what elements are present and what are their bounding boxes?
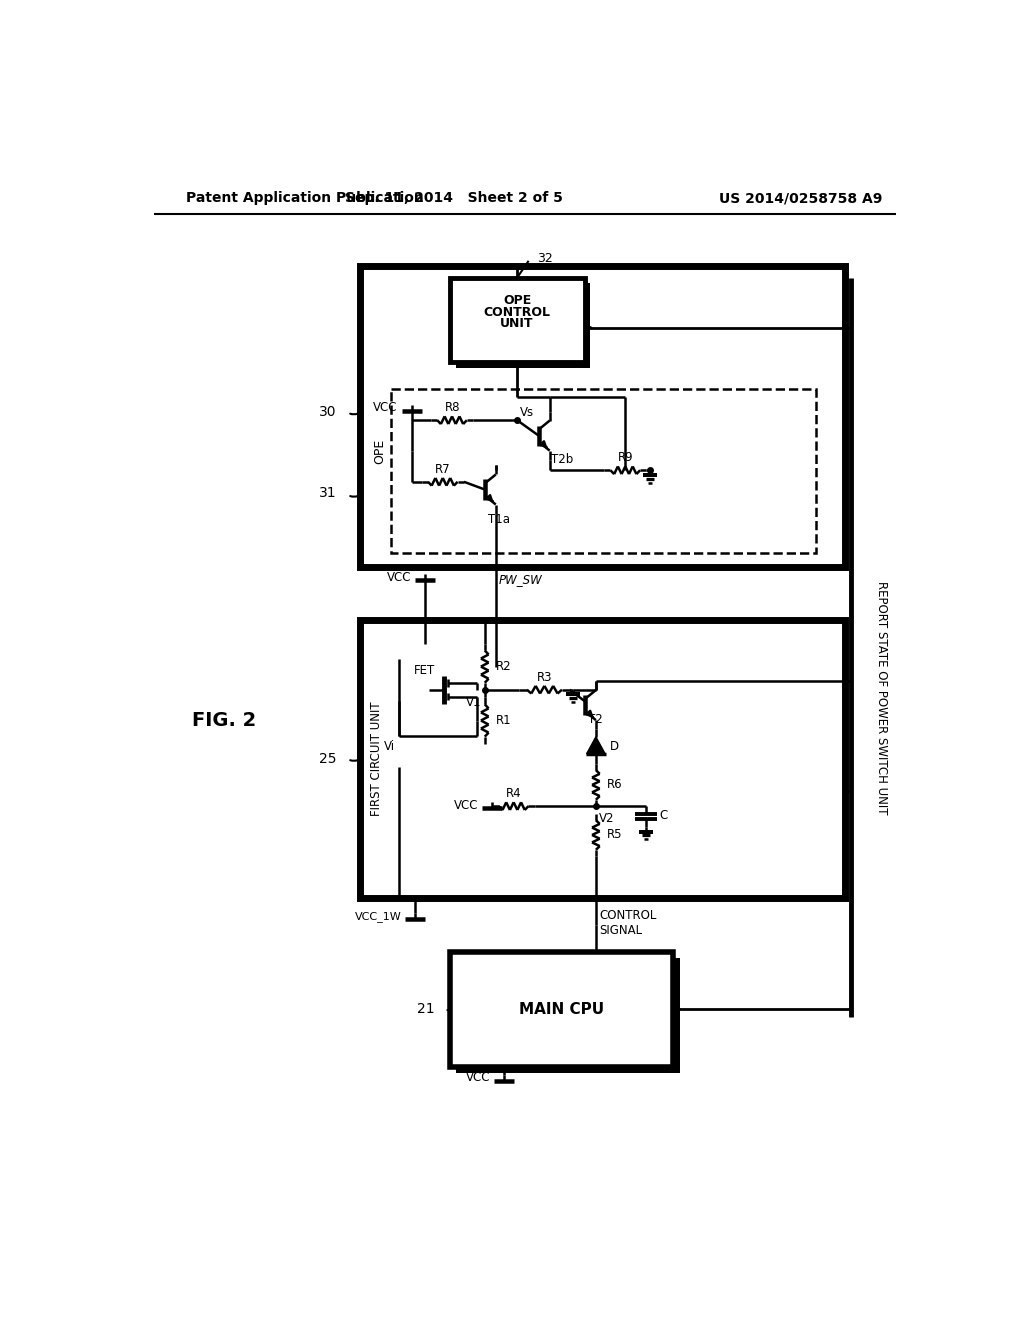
Text: VCC: VCC [454,799,478,812]
Text: 21: 21 [417,1002,435,1016]
Text: R8: R8 [444,401,460,414]
Text: VCC_1W: VCC_1W [355,911,401,921]
Text: Sep. 11, 2014   Sheet 2 of 5: Sep. 11, 2014 Sheet 2 of 5 [345,191,563,206]
Text: T2b: T2b [551,453,573,466]
Text: VCC: VCC [387,570,412,583]
Text: R2: R2 [496,660,511,673]
Text: R5: R5 [606,829,623,841]
Text: CONTROL: CONTROL [483,306,551,319]
Text: Vs: Vs [520,405,535,418]
Text: PW_SW: PW_SW [499,573,543,586]
Text: OPE: OPE [373,438,386,463]
Text: 31: 31 [319,486,337,500]
Text: 32: 32 [538,252,553,265]
Text: T1a: T1a [487,512,510,525]
Bar [360,620,845,898]
Bar [451,277,585,363]
Text: 30: 30 [319,405,337,420]
Text: VCC: VCC [374,401,397,414]
Text: R3: R3 [537,671,552,684]
Text: D: D [609,739,618,752]
Text: R1: R1 [496,714,511,727]
Text: OPE: OPE [503,294,531,308]
Text: R7: R7 [434,462,451,475]
Text: R6: R6 [606,779,623,792]
Text: CONTROL
SIGNAL: CONTROL SIGNAL [599,909,656,937]
Bar [360,267,845,566]
Text: 25: 25 [319,752,337,766]
Text: FET: FET [414,664,435,677]
Text: UNIT: UNIT [501,317,534,330]
Text: Patent Application Publication: Patent Application Publication [186,191,424,206]
Polygon shape [587,737,605,754]
Text: V1: V1 [466,696,481,709]
Text: FIRST CIRCUIT UNIT: FIRST CIRCUIT UNIT [371,702,383,816]
Text: R4: R4 [506,787,521,800]
Bar [457,958,680,1073]
Text: R9: R9 [617,451,634,465]
Text: US 2014/0258758 A9: US 2014/0258758 A9 [719,191,882,206]
Text: Vi: Vi [384,739,394,752]
Bar [456,284,590,368]
Text: VCC: VCC [466,1072,490,1084]
Text: C: C [659,809,668,822]
Text: MAIN CPU: MAIN CPU [519,1002,604,1016]
Text: V2: V2 [599,812,614,825]
Bar [391,389,816,553]
Text: T2: T2 [588,713,603,726]
Text: FIG. 2: FIG. 2 [193,711,256,730]
Bar [451,952,674,1067]
Text: REPORT STATE OF POWER SWITCH UNIT: REPORT STATE OF POWER SWITCH UNIT [874,581,888,814]
